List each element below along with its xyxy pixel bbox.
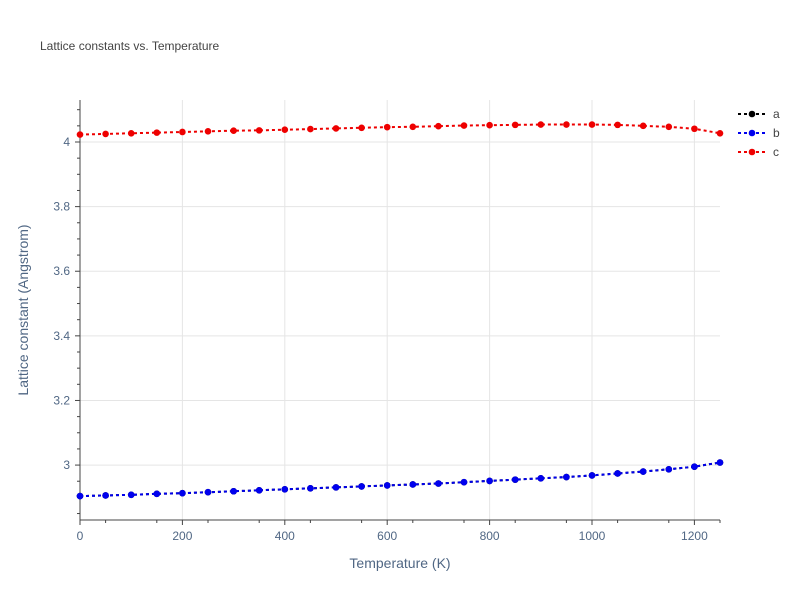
data-point-b[interactable]: [383, 482, 391, 489]
data-point-b[interactable]: [230, 487, 237, 495]
data-point-b[interactable]: [255, 486, 263, 494]
legend[interactable]: abc: [738, 107, 780, 159]
x-tick-label: 600: [377, 529, 397, 543]
data-point-c[interactable]: [588, 121, 596, 128]
x-tick-label: 400: [275, 529, 295, 543]
axes: [79, 100, 720, 521]
data-point-c[interactable]: [639, 122, 647, 130]
tick-labels: 0 200 400 600 800 1000 1200 3 3.2 3.4 3.6 3.8 4: [53, 109, 721, 543]
data-point-b[interactable]: [307, 485, 314, 492]
series-line-a: [79, 461, 721, 498]
x-tick-label: 200: [172, 529, 192, 543]
data-point-c[interactable]: [537, 121, 545, 128]
data-point-b[interactable]: [716, 459, 724, 466]
data-point-c[interactable]: [76, 131, 84, 138]
data-point-b[interactable]: [179, 489, 186, 497]
data-point-c[interactable]: [614, 121, 621, 129]
data-point-c[interactable]: [486, 121, 493, 129]
data-point-b[interactable]: [665, 465, 673, 473]
data-point-c[interactable]: [563, 121, 570, 128]
data-point-b[interactable]: [614, 470, 621, 477]
data-point-c[interactable]: [255, 127, 263, 134]
x-tick-label: 800: [480, 529, 500, 543]
data-point-b[interactable]: [588, 472, 596, 479]
x-tick-label: 1200: [681, 529, 708, 543]
grid: [80, 100, 720, 520]
chart-title: Lattice constants vs. Temperature: [40, 39, 220, 53]
data-point-c[interactable]: [153, 129, 161, 136]
data-point-c[interactable]: [204, 128, 212, 135]
y-tick-label: 3.4: [53, 329, 70, 343]
data-point-c[interactable]: [460, 122, 468, 129]
data-point-b[interactable]: [102, 492, 109, 499]
data-point-c[interactable]: [230, 127, 237, 134]
data-point-b[interactable]: [486, 477, 493, 485]
series-c: [76, 121, 724, 138]
series: [76, 121, 724, 500]
data-point-b[interactable]: [358, 483, 365, 490]
legend-marker: [748, 129, 756, 137]
data-point-b[interactable]: [639, 468, 647, 475]
series-line-b: [79, 461, 721, 498]
legend-item-c[interactable]: c: [738, 145, 779, 159]
y-tick-label: 4: [63, 135, 70, 149]
data-point-c[interactable]: [179, 128, 186, 136]
series-b: [76, 459, 724, 500]
data-point-c[interactable]: [511, 121, 519, 129]
data-point-c[interactable]: [127, 129, 135, 137]
y-axis-title: Lattice constant (Angstrom): [15, 224, 31, 395]
legend-label: b: [773, 126, 780, 140]
data-point-c[interactable]: [307, 125, 314, 133]
data-point-b[interactable]: [153, 490, 161, 498]
data-point-b[interactable]: [204, 488, 212, 496]
data-point-c[interactable]: [281, 126, 289, 134]
x-tick-label: 1000: [579, 529, 606, 543]
data-point-b[interactable]: [127, 491, 135, 499]
data-point-c[interactable]: [691, 125, 698, 133]
data-point-c[interactable]: [358, 124, 365, 132]
data-point-b[interactable]: [435, 480, 442, 487]
data-point-c[interactable]: [383, 123, 391, 131]
x-axis-title: Temperature (K): [349, 555, 450, 571]
data-point-c[interactable]: [716, 129, 724, 137]
legend-label: a: [773, 107, 780, 121]
legend-item-a[interactable]: a: [738, 107, 780, 121]
data-point-c[interactable]: [102, 130, 109, 138]
data-point-b[interactable]: [76, 492, 84, 500]
data-point-b[interactable]: [409, 481, 417, 488]
data-point-c[interactable]: [665, 123, 673, 131]
y-tick-label: 3: [63, 458, 70, 472]
y-tick-label: 3.6: [53, 264, 70, 278]
data-point-b[interactable]: [563, 473, 570, 481]
legend-label: c: [773, 145, 779, 159]
data-point-c[interactable]: [409, 123, 417, 131]
data-point-b[interactable]: [281, 486, 289, 493]
legend-marker: [748, 148, 756, 156]
y-tick-label: 3.8: [53, 200, 70, 214]
series-line-c: [79, 123, 721, 136]
data-point-b[interactable]: [537, 475, 545, 482]
x-tick-label: 0: [77, 529, 84, 543]
data-point-b[interactable]: [332, 484, 340, 491]
data-point-b[interactable]: [691, 463, 698, 470]
data-point-c[interactable]: [332, 125, 340, 132]
legend-item-b[interactable]: b: [738, 126, 780, 140]
data-point-b[interactable]: [511, 476, 519, 483]
data-point-b[interactable]: [460, 478, 468, 486]
data-point-c[interactable]: [435, 122, 442, 130]
y-tick-label: 3.2: [53, 393, 70, 407]
legend-marker: [748, 110, 756, 118]
